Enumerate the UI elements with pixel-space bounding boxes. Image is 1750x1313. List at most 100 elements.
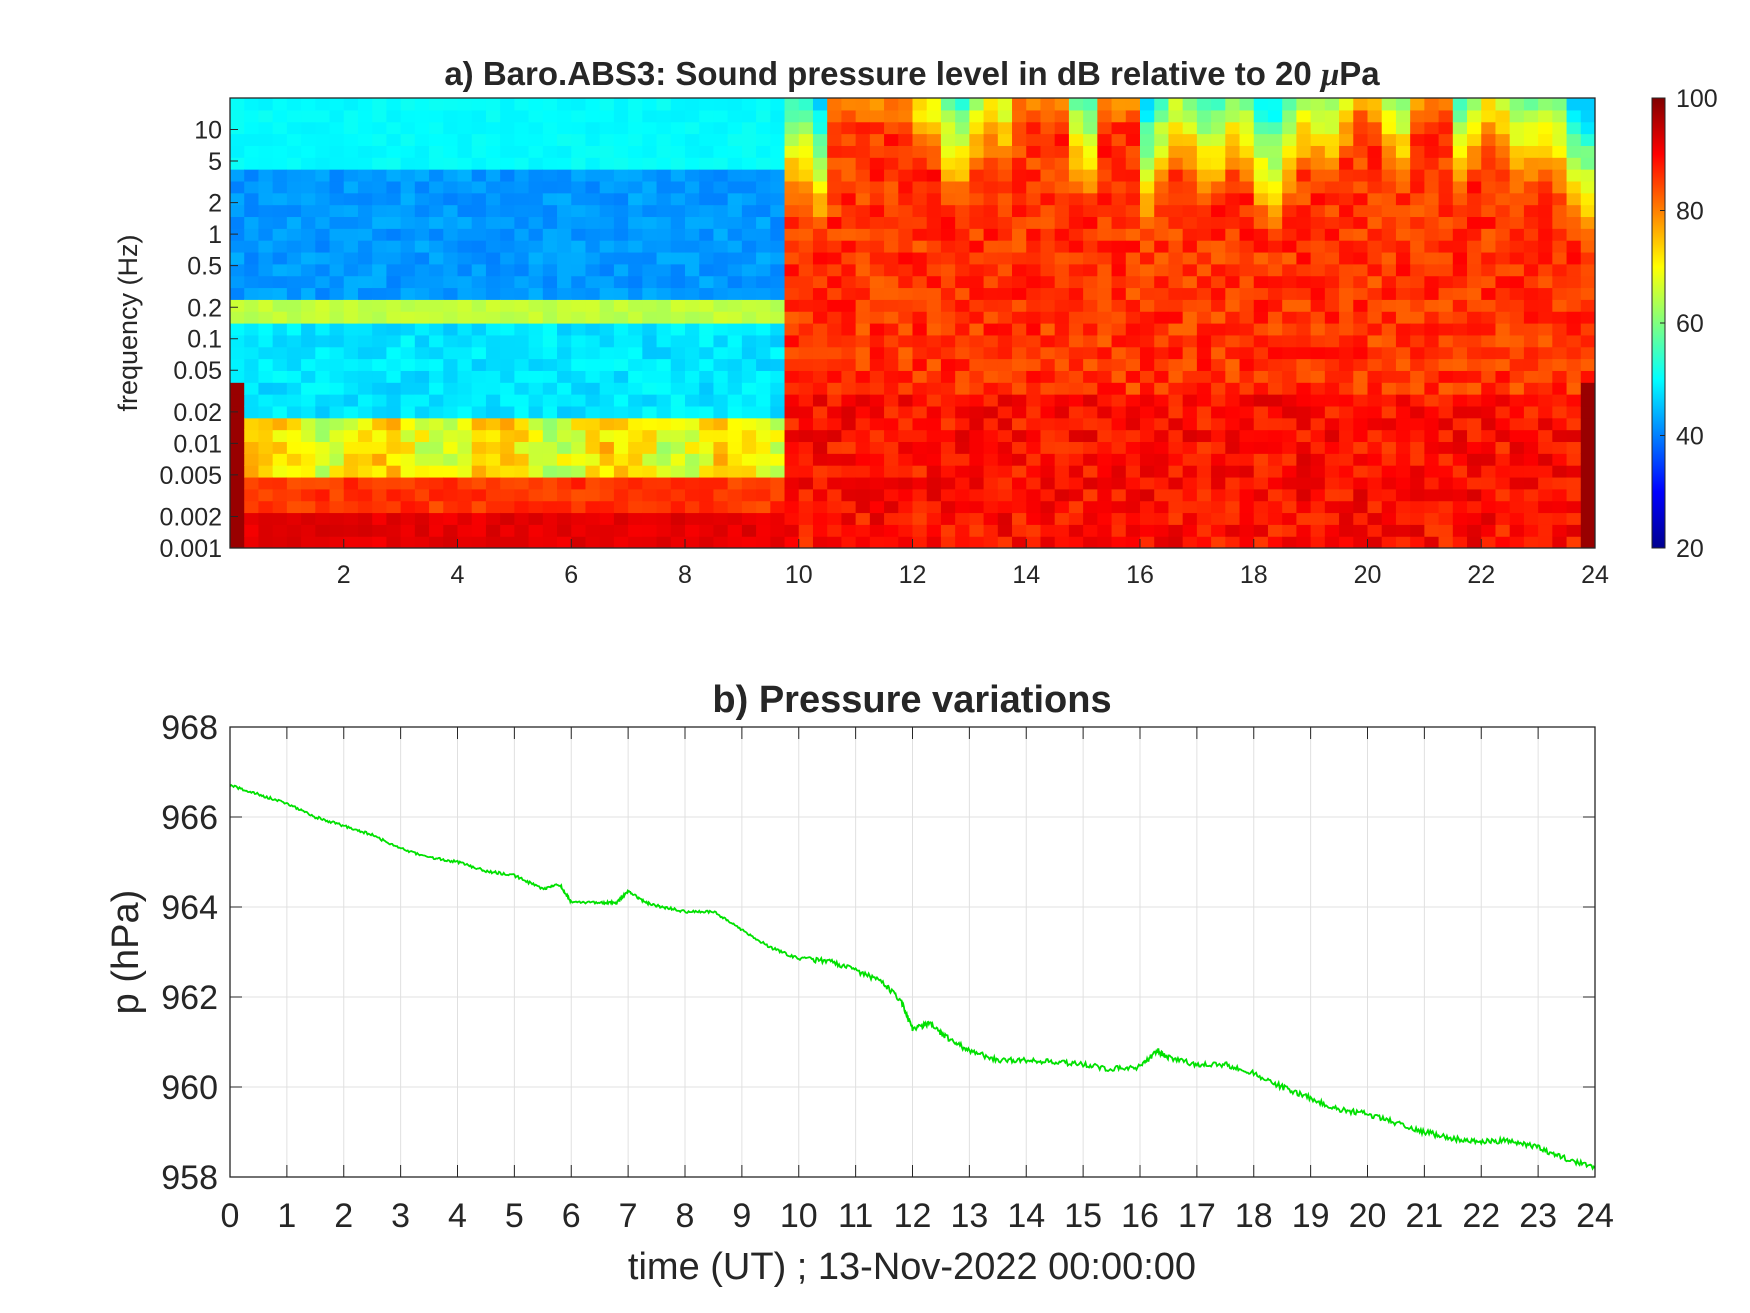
spectrogram-cell bbox=[329, 251, 345, 265]
spectrogram-cell bbox=[1424, 382, 1440, 395]
spectrogram-cell bbox=[855, 417, 871, 431]
spectrogram-cell bbox=[500, 429, 515, 443]
spectrogram-cell bbox=[272, 382, 288, 395]
spectrogram-cell bbox=[1339, 524, 1354, 537]
spectrogram-cell bbox=[1282, 358, 1298, 371]
spectrogram-cell bbox=[372, 180, 388, 194]
spectrogram-cell bbox=[1125, 524, 1141, 537]
spectrogram-cell bbox=[855, 98, 871, 111]
spectrogram-cell bbox=[855, 121, 871, 135]
spectrogram-cell bbox=[628, 169, 643, 182]
spectrogram-cell bbox=[670, 263, 686, 277]
spectrogram-cell bbox=[841, 536, 857, 548]
spectrogram-cell bbox=[1324, 465, 1340, 478]
spectrogram-cell bbox=[1566, 263, 1582, 277]
spectrogram-cell bbox=[642, 263, 658, 277]
spectrogram-cell bbox=[1381, 358, 1397, 371]
spectrogram-cell bbox=[1083, 275, 1098, 289]
spectrogram-cell bbox=[1182, 370, 1198, 383]
spectrogram-cell bbox=[400, 275, 416, 289]
spectrogram-cell bbox=[500, 405, 515, 419]
spectrogram-cell bbox=[599, 169, 615, 182]
spectrogram-cell bbox=[1353, 358, 1369, 371]
spectrogram-cell bbox=[699, 299, 715, 312]
spectrogram-cell bbox=[770, 429, 786, 443]
spectrogram-cell bbox=[798, 98, 814, 111]
spectrogram-cell bbox=[542, 311, 558, 324]
spectrogram-cell bbox=[1068, 204, 1084, 218]
spectrogram-cell bbox=[1154, 394, 1170, 407]
spectrogram-cell bbox=[1282, 228, 1298, 241]
spectrogram-cell bbox=[756, 157, 771, 170]
spectrogram-cell bbox=[258, 370, 274, 383]
spectrogram-cell bbox=[756, 169, 771, 182]
spectrogram-cell bbox=[599, 488, 615, 502]
spectrogram-cell bbox=[1410, 394, 1425, 407]
spectrogram-cell bbox=[500, 512, 515, 525]
spectrogram-cell bbox=[542, 488, 558, 502]
spectrogram-cell bbox=[414, 476, 430, 490]
spectrogram-cell bbox=[1467, 394, 1482, 407]
spectrogram-cell bbox=[1538, 169, 1553, 182]
spectrogram-cell bbox=[727, 157, 743, 170]
spectrogram-cell bbox=[1182, 275, 1198, 289]
spectrogram-cell bbox=[1523, 323, 1539, 336]
spectrogram-cell bbox=[1324, 228, 1340, 241]
spectrogram-cell bbox=[699, 98, 715, 111]
spectrogram-cell bbox=[230, 275, 245, 289]
spectrogram-cell bbox=[1523, 346, 1539, 360]
spectrogram-cell bbox=[1168, 109, 1184, 123]
spectrogram-cell bbox=[1296, 133, 1312, 146]
spectrogram-cell bbox=[1196, 169, 1212, 182]
spectrogram-cell bbox=[1580, 394, 1595, 407]
spectrogram-cell bbox=[1310, 334, 1326, 348]
spectrogram-cell bbox=[898, 145, 914, 158]
spectrogram-cell bbox=[1566, 98, 1582, 111]
spectrogram-cell bbox=[1353, 204, 1369, 218]
spectrogram-cell bbox=[1054, 370, 1070, 383]
spectrogram-cell bbox=[1552, 204, 1568, 218]
spectrogram-cell bbox=[1495, 358, 1511, 371]
spectrogram-cell bbox=[898, 382, 914, 395]
spectrogram-cell bbox=[1211, 323, 1226, 336]
spectrogram-cell bbox=[770, 299, 786, 312]
spectrogram-cell bbox=[272, 405, 288, 419]
spectrogram-cell bbox=[969, 488, 985, 502]
spectrogram-cell bbox=[1211, 405, 1226, 419]
spectrogram-cell bbox=[1154, 251, 1170, 265]
spectrogram-cell bbox=[1026, 240, 1042, 253]
spectrogram-cell bbox=[400, 358, 416, 371]
spectrogram-cell bbox=[1552, 453, 1568, 466]
spectrogram-cell bbox=[357, 370, 373, 383]
spectrogram-cell bbox=[756, 500, 771, 514]
spectrogram-cell bbox=[386, 204, 402, 218]
spectrogram-cell bbox=[230, 453, 245, 466]
spectrogram-cell bbox=[286, 157, 302, 170]
spectrogram-cell bbox=[1196, 536, 1212, 548]
spectrogram-cell bbox=[841, 382, 857, 395]
spectrogram-cell bbox=[386, 311, 402, 324]
spectrogram-cell bbox=[670, 251, 686, 265]
spectrogram-cell bbox=[1481, 370, 1497, 383]
spectrogram-cell bbox=[699, 251, 715, 265]
spectrogram-cell bbox=[1012, 453, 1027, 466]
spectrogram-cell bbox=[1111, 323, 1127, 336]
spectrogram-cell bbox=[1324, 441, 1340, 454]
spectrogram-cell bbox=[286, 287, 302, 300]
spectrogram-cell bbox=[713, 133, 729, 146]
spectrogram-cell bbox=[1580, 287, 1595, 300]
spectrogram-cell bbox=[1424, 512, 1440, 525]
spectrogram-cell bbox=[429, 263, 444, 277]
spectrogram-cell bbox=[485, 240, 501, 253]
spectrogram-cell bbox=[1495, 133, 1511, 146]
spectrogram-cell bbox=[884, 334, 899, 348]
spectrogram-cell bbox=[1140, 169, 1155, 182]
spectrogram-cell bbox=[528, 287, 544, 300]
spectrogram-cell bbox=[471, 157, 487, 170]
spectrogram-cell bbox=[571, 287, 587, 300]
spectrogram-cell bbox=[855, 180, 871, 194]
spectrogram-cell bbox=[1168, 382, 1184, 395]
spectrogram-cell bbox=[969, 275, 985, 289]
spectrogram-cell bbox=[301, 382, 316, 395]
spectrogram-cell bbox=[1267, 216, 1283, 229]
